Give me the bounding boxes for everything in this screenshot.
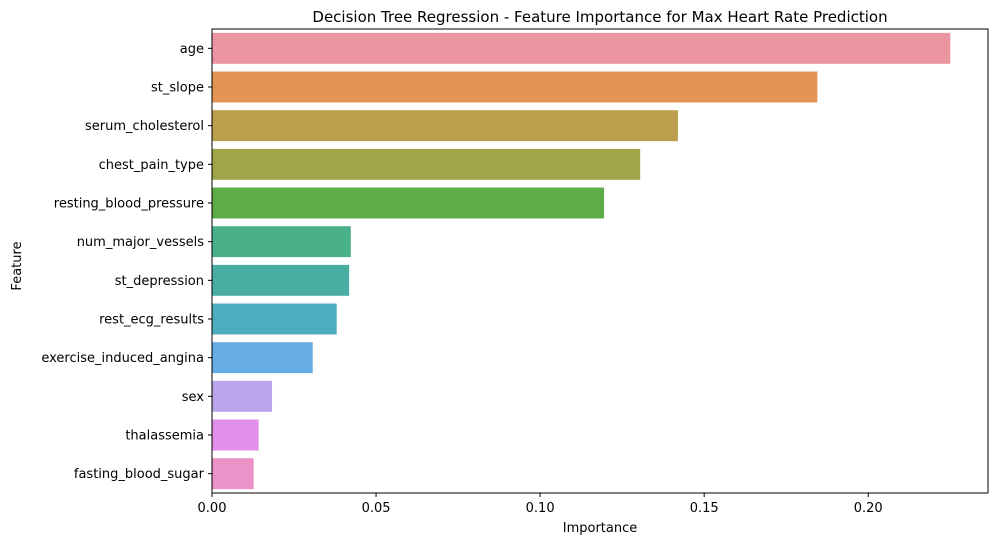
x-tick-label: 0.15	[690, 501, 719, 516]
y-tick-label: st_depression	[115, 274, 204, 289]
bar-fasting-blood-sugar	[212, 458, 254, 490]
y-tick-label: num_major_vessels	[77, 235, 205, 250]
y-tick-label: rest_ecg_results	[99, 313, 204, 328]
axes-frame	[211, 28, 989, 494]
bar-st-depression	[212, 264, 350, 296]
y-tick-label: sex	[182, 390, 205, 405]
bar-age	[212, 32, 951, 64]
chart-title: Decision Tree Regression - Feature Impor…	[312, 8, 887, 26]
x-tick-label: 0.05	[362, 501, 391, 516]
bar-thalassemia	[212, 419, 259, 451]
bar-num-major-vessels	[212, 226, 351, 258]
y-tick-label: fasting_blood_sugar	[74, 467, 205, 482]
y-tick-label: st_slope	[151, 81, 204, 96]
y-tick-label: chest_pain_type	[99, 158, 204, 173]
y-tick-label: thalassemia	[125, 429, 204, 444]
bar-rest-ecg-results	[212, 303, 337, 335]
y-axis-label: Feature	[10, 241, 25, 290]
y-tick-label: exercise_induced_angina	[41, 351, 204, 366]
bar-st-slope	[212, 71, 818, 103]
y-tick-label: resting_blood_pressure	[54, 197, 204, 212]
bar-serum-cholesterol	[212, 110, 678, 142]
x-tick-label: 0.10	[526, 501, 555, 516]
bar-sex	[212, 380, 273, 412]
plot-frame	[211, 28, 989, 494]
x-tick-label: 0.00	[198, 501, 227, 516]
y-tick-label: age	[180, 42, 204, 57]
x-axis-label: Importance	[563, 521, 638, 536]
x-tick-label: 0.20	[854, 501, 883, 516]
bars-group	[212, 32, 951, 490]
y-tick-label: serum_cholesterol	[85, 119, 204, 134]
bar-chest-pain-type	[212, 148, 641, 180]
bar-exercise-induced-angina	[212, 342, 313, 374]
bar-resting-blood-pressure	[212, 187, 605, 219]
y-tick-labels: age st_slope serum_cholesterol chest_pain_t…	[41, 42, 212, 482]
x-ticks: 0.00 0.05 0.10 0.15 0.20	[198, 493, 883, 516]
